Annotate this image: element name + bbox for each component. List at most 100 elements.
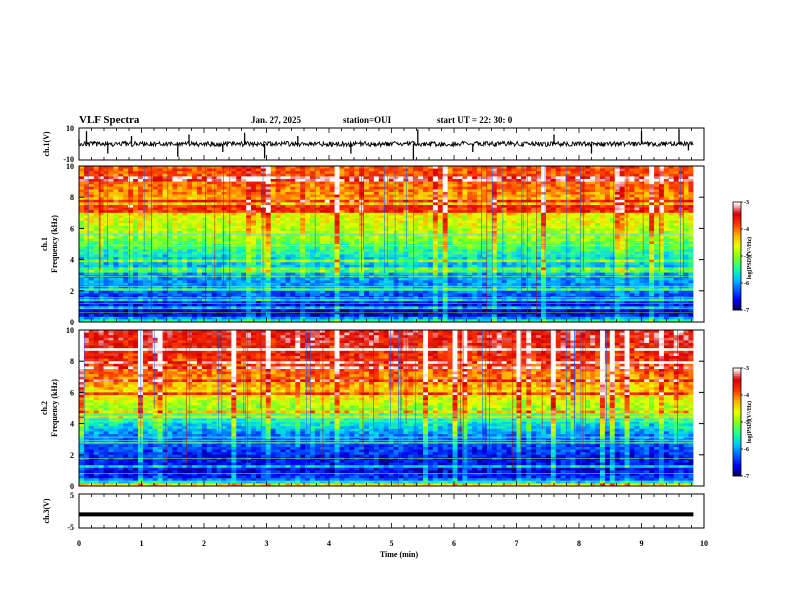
spectrogram-cell [295, 181, 301, 185]
spectrogram-cell [373, 264, 380, 268]
spectrogram-cell [506, 168, 512, 172]
spectrogram-cell [216, 215, 222, 219]
spectrogram-cell [403, 238, 409, 242]
spectrogram-cell [555, 259, 562, 263]
spectrogram-cell [187, 241, 193, 245]
spectrogram-cell [290, 179, 296, 182]
spectrogram-cell [570, 202, 576, 206]
spectrogram-cell [408, 199, 414, 203]
spectrogram-cell [260, 231, 267, 234]
spectrogram-cell [241, 166, 247, 169]
spectrogram-cell [423, 166, 429, 169]
spectrogram-cell [604, 254, 611, 258]
spectrogram-cell [658, 215, 665, 219]
spectrogram-cell [398, 249, 404, 253]
spectrogram-cell [378, 210, 385, 214]
spectrogram-cell [614, 176, 621, 180]
spectrogram-cell [260, 171, 267, 175]
spectrogram-cell [192, 231, 198, 234]
spectrogram-cell [442, 179, 449, 182]
spectrogram-cell [147, 192, 154, 195]
spectrogram-cell [658, 231, 665, 234]
spectrogram-cell [634, 171, 640, 175]
spectrogram-cell [457, 238, 463, 242]
spectrogram-cell [88, 215, 95, 219]
spectrogram-cell [354, 220, 360, 224]
spectrogram-cell [683, 202, 689, 206]
spectrogram-cell [668, 257, 675, 260]
spectrogram-cell [536, 202, 542, 206]
spectrogram-cell [280, 173, 286, 177]
spectrogram-cell [393, 257, 399, 260]
spectrogram-cell [211, 197, 218, 201]
spectrogram-cell [413, 231, 419, 234]
spectrogram-cell [98, 220, 104, 224]
spectrogram-cell [639, 264, 645, 268]
spectrogram-cell [354, 236, 360, 240]
spectrogram-cell [196, 189, 203, 193]
spectrogram-cell [255, 207, 262, 211]
spectrogram-cell [418, 179, 424, 182]
spectrogram-cell [393, 194, 399, 198]
spectrogram-cell [226, 241, 232, 245]
spectrogram-cell [128, 176, 134, 180]
spectrogram-cell [521, 210, 527, 214]
spectrogram-cell [251, 192, 257, 195]
spectrogram-cell [526, 181, 532, 185]
spectrogram-cell [668, 218, 675, 221]
spectrogram-cell [201, 264, 208, 268]
spectrogram-cell [221, 249, 227, 253]
spectrogram-cell [408, 186, 414, 190]
spectrogram-cell [545, 218, 552, 221]
spectrogram-cell [79, 223, 85, 227]
spectrogram-cell [157, 171, 163, 175]
spectrogram-cell [482, 173, 488, 177]
spectrogram-cell [147, 259, 154, 263]
spectrogram-cell [98, 202, 104, 206]
spectrogram-cell [192, 210, 198, 214]
spectrogram-cell [177, 202, 183, 206]
spectrogram-cell [408, 212, 414, 216]
spectrogram-cell [216, 186, 222, 190]
spectrogram-cell [531, 246, 537, 250]
spectrogram-cell [334, 246, 340, 250]
spectrogram-cell [447, 199, 453, 203]
spectrogram-cell [658, 238, 665, 242]
spectrogram-cell [614, 192, 621, 195]
spectrogram-cell [663, 220, 670, 224]
spectrogram-cell [373, 228, 380, 232]
spectrogram-cell [383, 205, 390, 208]
spectrogram-cell [137, 199, 144, 203]
spectrogram-cell [516, 241, 522, 245]
ch1-ytick-bottom: -10 [63, 155, 74, 164]
spectrogram-cell [339, 259, 345, 263]
spectrogram-cell [211, 236, 218, 240]
spectrogram-cell [113, 171, 119, 175]
spectrogram-cell [644, 176, 650, 180]
spectrogram-cell [565, 257, 571, 260]
spectrogram-cell [167, 199, 173, 203]
spectrogram-cell [457, 223, 463, 227]
spectrogram-cell [673, 199, 680, 203]
spectrogram-cell [501, 236, 508, 240]
spectrogram-cell [575, 192, 581, 195]
spectrogram-cell [526, 194, 532, 198]
spectrogram-cell [619, 212, 625, 216]
spectrogram-cell [221, 184, 227, 188]
spectrogram-cell [295, 184, 301, 188]
spectrogram-cell [142, 259, 149, 263]
spectrogram-cell [88, 207, 95, 211]
spectrogram-cell [187, 197, 193, 201]
spectrogram-cell [241, 181, 247, 185]
spectrogram-cell [398, 251, 404, 255]
spectrogram-cell [683, 249, 689, 253]
spectrogram-cell [418, 189, 424, 193]
spectrogram-cell [673, 257, 680, 260]
spectrogram-cell [501, 238, 508, 242]
spectrogram-cell [658, 166, 665, 169]
spectrogram-cell [516, 176, 522, 180]
spectrogram-cell [427, 218, 434, 221]
spectrogram-cell [329, 251, 335, 255]
spectrogram-cell [334, 228, 340, 232]
spectrogram-cell [427, 264, 434, 268]
